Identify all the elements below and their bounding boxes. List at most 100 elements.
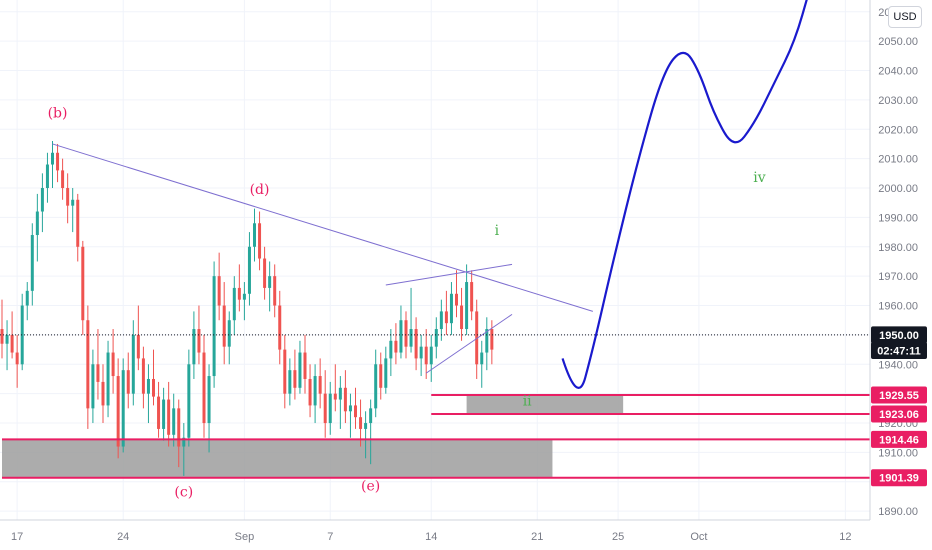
candle-body	[101, 381, 105, 406]
projection-path	[561, 0, 808, 390]
candle-body	[298, 352, 302, 388]
candle-body	[0, 329, 4, 344]
candle-body	[217, 276, 221, 306]
candle-body	[348, 405, 352, 412]
candle-body	[91, 364, 95, 409]
y-tick-label: 1960.00	[878, 301, 918, 313]
candle-body	[167, 399, 171, 435]
trendline	[425, 313, 513, 374]
support-zones	[2, 394, 624, 478]
candle-body	[86, 320, 90, 409]
price-badge-label: 1929.55	[879, 390, 919, 402]
candle-body	[424, 346, 428, 365]
candle-body	[343, 387, 347, 412]
y-tick-label: 1940.00	[878, 359, 918, 371]
grid	[0, 0, 870, 520]
price-badge	[871, 405, 927, 423]
candle-body	[273, 276, 277, 306]
candle-body	[141, 358, 145, 394]
candle-body	[162, 399, 166, 429]
y-tick-label: 2010.00	[878, 154, 918, 166]
candle-body	[283, 349, 287, 394]
candle-body	[71, 199, 75, 206]
candle-body	[197, 329, 201, 353]
x-tick-label: 7	[327, 531, 333, 543]
price-badge-label: 1923.06	[879, 409, 919, 421]
price-badge-label: 1950.00	[879, 330, 919, 342]
support-zone	[466, 394, 624, 415]
candle-body	[455, 293, 458, 306]
candle-body	[460, 305, 464, 330]
candle-body	[177, 408, 181, 447]
candle-body	[121, 370, 125, 447]
trendline	[52, 143, 593, 312]
candle-body	[20, 305, 24, 365]
candle-body	[328, 393, 332, 424]
candle-body	[480, 352, 484, 365]
candle-body	[439, 311, 443, 330]
candle-body	[15, 352, 19, 365]
x-tick-label: 21	[531, 531, 543, 543]
price-badge	[871, 430, 927, 448]
candle-body	[354, 405, 357, 418]
trendlines	[52, 143, 593, 374]
candle-body	[172, 408, 176, 435]
candle-body	[146, 378, 150, 394]
wave-label: ii	[523, 393, 532, 409]
candle-body	[384, 358, 388, 388]
candle-body	[268, 276, 272, 288]
y-tick-label: 1910.00	[878, 447, 918, 459]
x-tick-label: Sep	[235, 531, 255, 543]
candle-body	[359, 417, 363, 429]
wave-label: (e)	[361, 479, 380, 495]
candle-body	[444, 311, 448, 324]
candle-body	[338, 387, 342, 400]
price-badge	[871, 386, 927, 404]
horizontal-levels	[0, 334, 870, 479]
candle-body	[227, 320, 231, 347]
y-axis-background	[870, 0, 932, 550]
candle-body	[409, 329, 413, 347]
candle-body	[399, 320, 403, 353]
candle-body	[207, 376, 211, 424]
candle-body	[25, 290, 29, 306]
wave-labels: (b)(c)(d)(e)iiiiiiiv	[48, 0, 766, 500]
trendline	[385, 263, 513, 286]
wave-label: iii	[677, 0, 691, 4]
currency-button[interactable]: USD	[888, 6, 922, 28]
candle-body	[35, 211, 39, 236]
candle-body	[278, 305, 282, 350]
candle-body	[212, 276, 216, 377]
candle-body	[303, 352, 307, 379]
candle-body	[323, 393, 327, 424]
wave-label: (b)	[48, 106, 68, 122]
candle-body	[364, 423, 368, 429]
y-tick-label: 2020.00	[878, 124, 918, 136]
candle-body	[61, 170, 65, 189]
candle-body	[429, 346, 433, 365]
candle-body	[157, 396, 161, 429]
y-tick-label: 2040.00	[878, 66, 918, 78]
candle-body	[258, 223, 262, 259]
candle-body	[116, 376, 120, 447]
candle-body	[449, 293, 453, 324]
candle-body	[51, 152, 54, 165]
y-tick-label: 1970.00	[878, 271, 918, 283]
candle-body	[318, 376, 322, 394]
candle-body	[136, 334, 140, 359]
candle-body	[182, 437, 186, 447]
candle-body	[404, 320, 408, 347]
x-tick-label: 17	[11, 531, 23, 543]
candle-body	[465, 282, 469, 330]
candle-body	[152, 378, 155, 397]
y-tick-label: 2000.00	[878, 183, 918, 195]
x-tick-label: 12	[839, 531, 851, 543]
candle-body	[247, 246, 251, 294]
candle-body	[66, 188, 70, 206]
x-tick-label: 14	[425, 531, 437, 543]
candle-body	[470, 282, 474, 312]
candle-body	[490, 329, 494, 350]
x-axis-background	[0, 520, 932, 550]
